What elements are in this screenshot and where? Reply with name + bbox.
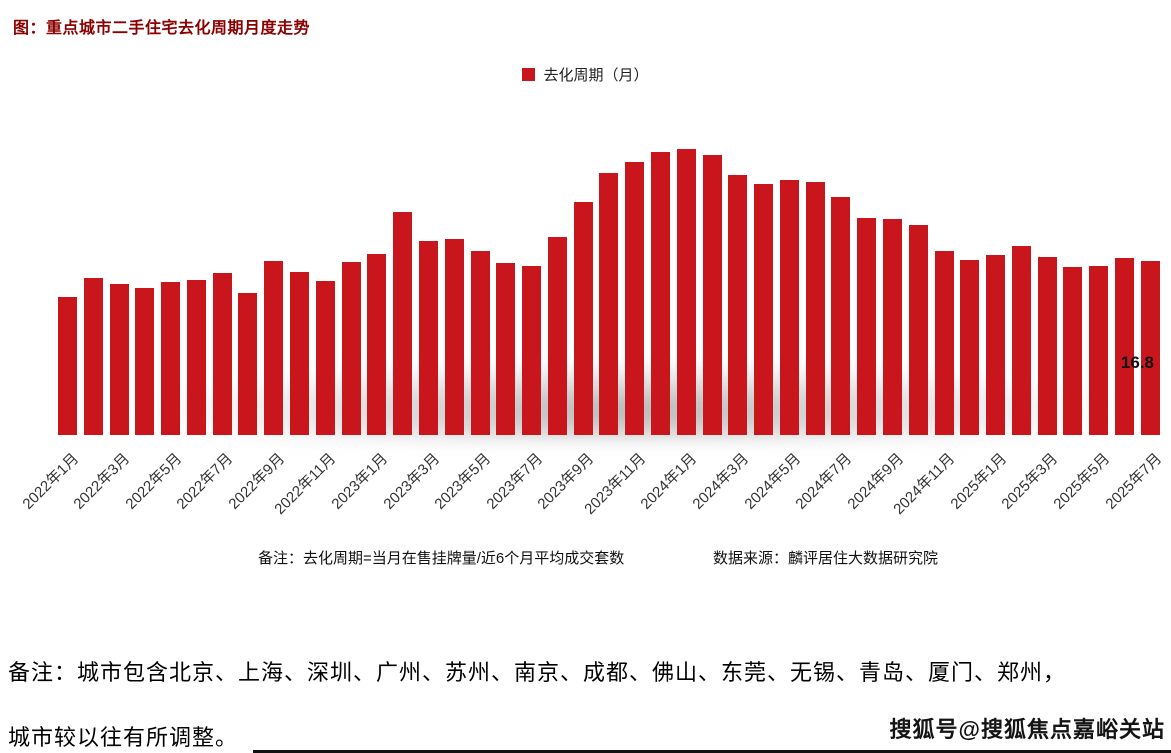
bar xyxy=(238,293,258,435)
bar xyxy=(109,284,129,435)
bar xyxy=(212,273,232,435)
bar xyxy=(573,202,593,435)
chart-notes: 备注：去化周期=当月在售挂牌量/近6个月平均成交套数 数据来源：麟评居住大数据研… xyxy=(0,547,1171,569)
x-axis-labels: 2022年1月 2022年3月 2022年5月 2022年7月 2022年9月 2022年… xyxy=(19,440,1165,550)
bar xyxy=(1011,246,1031,435)
bar xyxy=(496,263,516,435)
bar xyxy=(805,182,825,435)
bar xyxy=(934,251,954,435)
chart-title: 图：重点城市二手住宅去化周期月度走势 xyxy=(13,20,311,37)
bar xyxy=(599,173,619,435)
bar xyxy=(1089,266,1109,435)
legend-label: 去化周期（月） xyxy=(543,67,649,84)
last-bar-value-label: 16.8 xyxy=(1120,353,1154,372)
chart-legend: 去化周期（月） xyxy=(0,64,1171,85)
bar xyxy=(522,266,542,435)
bar xyxy=(367,254,387,435)
bar xyxy=(728,175,748,435)
bar xyxy=(341,262,361,435)
bar xyxy=(547,237,567,435)
footer-note-line1: 备注：城市包含北京、上海、深圳、广州、苏州、南京、成都、佛山、东莞、无锡、青岛、… xyxy=(8,660,1067,685)
bar xyxy=(986,255,1006,435)
bar xyxy=(754,184,774,435)
bar xyxy=(470,251,490,435)
bar xyxy=(264,261,284,435)
bar xyxy=(418,241,438,435)
bottom-rule xyxy=(253,750,1171,753)
bar xyxy=(960,260,980,435)
watermark: 搜狐号@搜狐焦点嘉峪关站 xyxy=(889,717,1165,742)
bar-series xyxy=(58,125,1160,435)
legend-swatch-icon xyxy=(522,68,536,81)
bar xyxy=(393,212,413,435)
bar xyxy=(883,219,902,435)
bar xyxy=(444,239,464,435)
bar xyxy=(650,152,670,435)
bar xyxy=(831,197,851,435)
bar xyxy=(676,149,696,435)
bar xyxy=(1037,257,1057,435)
bar xyxy=(908,225,928,435)
bar xyxy=(161,282,181,435)
note-formula: 备注：去化周期=当月在售挂牌量/近6个月平均成交套数 xyxy=(258,550,625,567)
chart-area: 16.8 xyxy=(58,125,1160,440)
bar xyxy=(779,180,799,435)
bar xyxy=(702,155,722,435)
bar xyxy=(58,297,77,435)
bar xyxy=(315,281,335,435)
bar xyxy=(186,280,206,435)
bar xyxy=(135,288,155,435)
bar xyxy=(1115,258,1135,435)
bar xyxy=(290,272,310,435)
note-source: 数据来源：麟评居住大数据研究院 xyxy=(713,550,939,567)
bar xyxy=(1140,261,1160,435)
bar xyxy=(83,278,103,435)
bar xyxy=(857,218,877,435)
footer-note-line2: 城市较以往有所调整。 xyxy=(8,725,239,750)
bar xyxy=(1063,267,1083,435)
bar xyxy=(625,162,645,435)
